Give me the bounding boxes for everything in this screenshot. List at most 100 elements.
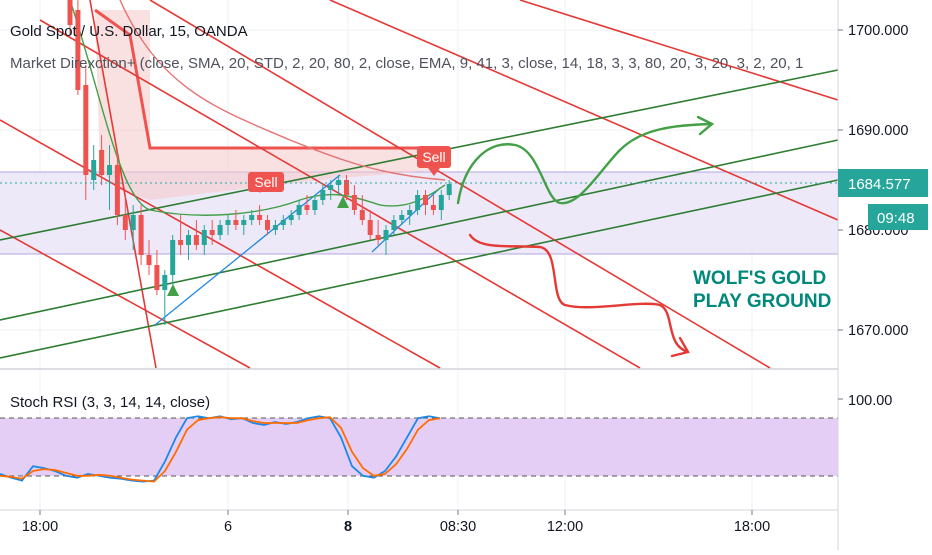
- candle-body: [217, 225, 223, 235]
- red-channel-line: [0, 119, 441, 369]
- ema-slow-line: [119, 0, 446, 181]
- candle-body: [257, 215, 263, 220]
- candle-body: [83, 85, 89, 175]
- red-channel-line: [89, 0, 157, 369]
- candle-body: [304, 205, 310, 210]
- candle-body: [391, 220, 397, 230]
- candle-body: [296, 205, 302, 215]
- candle-body: [383, 230, 389, 240]
- candle-body: [265, 220, 270, 230]
- candle-body: [162, 275, 168, 290]
- bearish-projection-arrow: [468, 233, 690, 354]
- time-tick: 12:00: [547, 519, 583, 535]
- sell-marker-2: Sell: [417, 146, 451, 176]
- countdown-text: 09:48: [877, 210, 915, 227]
- candle-body: [122, 215, 128, 230]
- price-tick: 1690.000: [848, 123, 908, 139]
- current-price-text: 1684.577: [848, 176, 911, 193]
- annotation-line-2: PLAY GROUND: [693, 291, 831, 312]
- candle-body: [154, 265, 160, 290]
- annotation-line-1: WOLF'S GOLD: [693, 268, 826, 289]
- resistance-line: [94, 8, 440, 150]
- candle-body: [178, 240, 184, 245]
- candle-body: [336, 180, 342, 185]
- time-tick: 18:00: [734, 519, 770, 535]
- candle-body: [146, 255, 152, 265]
- red-channel-line: [0, 229, 251, 369]
- time-tick: 18:00: [22, 519, 58, 535]
- candle-body: [241, 220, 247, 225]
- candle-body: [130, 215, 136, 230]
- stoch-label: Stoch RSI (3, 3, 14, 14, close): [10, 394, 210, 411]
- candle-body: [399, 215, 405, 220]
- buy-triangle-icon: [337, 196, 349, 208]
- candle-body: [367, 220, 373, 235]
- sell-label: Sell: [254, 174, 277, 190]
- price-tick: 1700.000: [848, 23, 908, 39]
- resistance-cloud: [95, 10, 440, 200]
- candle-body: [67, 0, 73, 25]
- buy-triangle-icon: [167, 284, 179, 296]
- ema-fast-line: [69, 0, 446, 216]
- candle-body: [351, 195, 357, 210]
- candle-body: [359, 210, 365, 220]
- candle-body: [233, 220, 239, 225]
- candle-body: [138, 215, 144, 255]
- blue-trend-line: [154, 174, 341, 326]
- green-channel-line: [0, 179, 839, 359]
- candle-body: [446, 184, 452, 195]
- candle-body: [288, 215, 294, 220]
- candle-body: [407, 210, 413, 215]
- candle-body: [209, 230, 215, 235]
- price-tick: 1670.000: [848, 323, 908, 339]
- chart-title: Gold Spot / U.S. Dollar, 15, OANDA: [10, 23, 248, 40]
- candle-body: [201, 230, 207, 245]
- sell-label: Sell: [422, 149, 445, 165]
- bullish-arrow-head-icon: [696, 115, 715, 136]
- time-axis[interactable]: 18:00 6 8 08:30 12:00 18:00: [22, 510, 770, 535]
- candle-body: [328, 185, 334, 190]
- green-channel-line: [0, 139, 839, 321]
- indicator-legend: Market Direxction+ (close, SMA, 20, STD,…: [10, 55, 803, 72]
- red-channel-line: [519, 0, 839, 101]
- candle-body: [344, 180, 349, 195]
- candle-body: [438, 195, 444, 210]
- candle-body: [170, 240, 176, 275]
- candle-body: [75, 10, 81, 90]
- candle-body: [91, 160, 97, 180]
- time-tick: 08:30: [440, 519, 476, 535]
- red-channel-line: [329, 0, 839, 221]
- candle-body: [320, 190, 326, 200]
- candle-body: [272, 225, 278, 230]
- current-price-label: [838, 169, 928, 197]
- candle-body: [225, 220, 231, 225]
- red-channel-line: [39, 19, 641, 369]
- candle-body: [107, 165, 112, 175]
- candle-body: [423, 195, 428, 205]
- bullish-projection-arrow: [456, 122, 714, 205]
- candle-body: [249, 215, 255, 220]
- candle-body: [312, 200, 318, 210]
- candle-body: [114, 165, 120, 215]
- time-tick: 6: [224, 519, 232, 535]
- stoch-tick: 100.00: [848, 393, 892, 409]
- blue-trend-line-2: [371, 187, 441, 253]
- stoch-zone-fill: [0, 418, 838, 476]
- price-scale[interactable]: 1700.000 1690.000 1680.000 1670.000 1684…: [838, 23, 928, 409]
- candle-body: [375, 235, 381, 240]
- candle-body: [430, 205, 436, 210]
- sell-marker-1: Sell: [248, 172, 284, 193]
- candle-body: [193, 235, 199, 245]
- candle-body: [186, 235, 191, 245]
- candle-body: [280, 220, 286, 225]
- candle-body: [99, 150, 105, 175]
- red-channel-line: [149, 0, 771, 369]
- time-tick: 8: [344, 519, 352, 535]
- stoch-d-line: [0, 416, 441, 483]
- red-channel-lines: [0, 0, 839, 369]
- bearish-arrow-head-icon: [670, 336, 690, 358]
- candle-body: [415, 195, 421, 210]
- countdown-label: [868, 204, 928, 230]
